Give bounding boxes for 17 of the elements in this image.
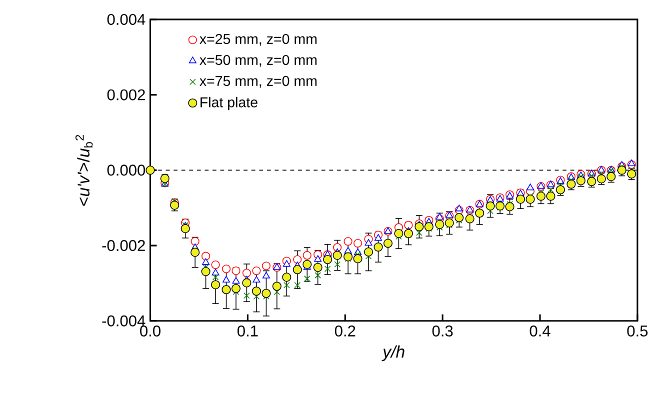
x-tick-label: 0.1: [237, 326, 258, 337]
legend-label: Flat plate: [200, 96, 258, 110]
y-axis-title: <u'v'>/u$_{b}$2: [75, 135, 93, 206]
x-tick-label: 0.0: [140, 326, 160, 337]
y-tick-label: 0.000: [107, 164, 146, 176]
legend-label: x=75 mm, z=0 mm: [200, 76, 317, 88]
x-tick-label: 0.3: [432, 326, 453, 337]
legend-label: x=25 mm, z=0 mm: [200, 34, 317, 46]
x-axis-title: y/h: [382, 345, 404, 362]
x-tick-label: 0.2: [334, 326, 356, 337]
x-tick-label: 0.5: [627, 326, 648, 337]
y-tick-label: 0.004: [107, 14, 146, 26]
y-tick-label: 0.002: [107, 89, 145, 100]
legend-label: x=50 mm, z=0 mm: [200, 55, 317, 67]
x-tick-label: 0.4: [530, 326, 550, 337]
y-tick-label: -0.002: [102, 240, 145, 252]
y-tick-label: -0.004: [102, 315, 146, 326]
